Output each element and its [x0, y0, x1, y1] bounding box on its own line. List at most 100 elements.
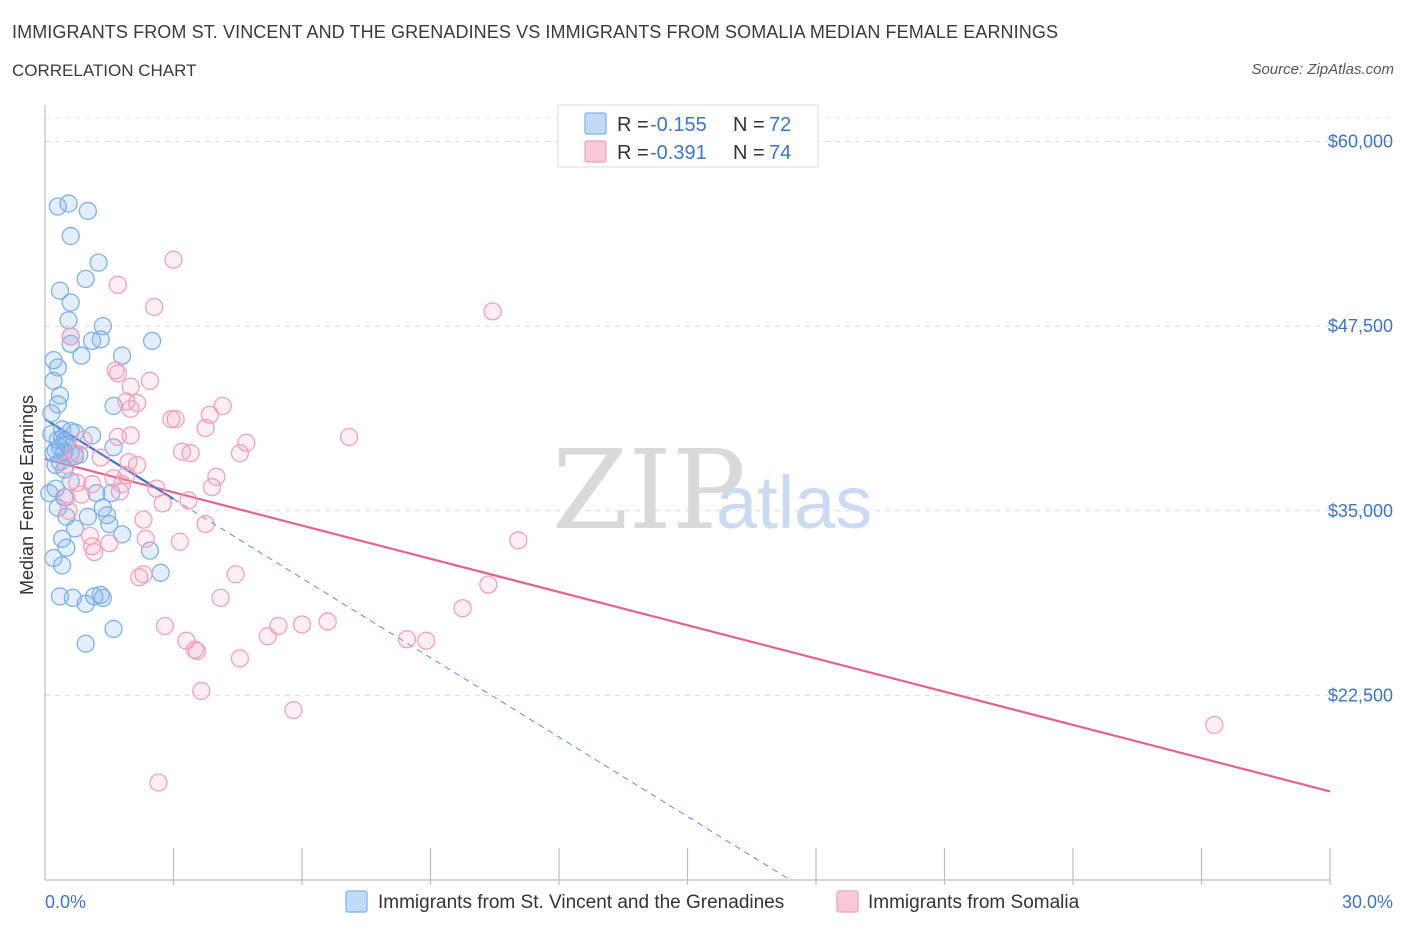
point-somalia — [108, 364, 127, 383]
point-somalia — [479, 575, 498, 594]
point-somalia — [202, 477, 222, 497]
point-somalia — [284, 701, 303, 720]
series-swatch-stvincent — [345, 890, 368, 913]
point-somalia — [121, 399, 140, 419]
point-somalia — [453, 599, 472, 618]
series-legend: Immigrants from St. Vincent and the Gren… — [345, 890, 1080, 913]
point-somalia — [145, 297, 164, 317]
point-somalia — [72, 485, 91, 504]
point-somalia — [108, 427, 127, 447]
point-somalia — [57, 488, 76, 507]
point-stvincent — [61, 334, 80, 354]
point-stvincent — [52, 556, 72, 575]
point-stvincent — [82, 426, 102, 445]
point-stvincent — [82, 331, 102, 351]
point-stvincent — [89, 253, 108, 272]
point-somalia — [397, 630, 417, 649]
point-somalia — [230, 444, 250, 463]
point-somalia — [181, 444, 200, 463]
point-somalia — [179, 491, 198, 510]
legend-n-label-1: N = — [733, 114, 765, 136]
axes — [44, 105, 1331, 885]
point-somalia — [155, 616, 175, 636]
point-stvincent — [78, 507, 97, 526]
point-somalia — [509, 531, 528, 550]
legend-n-value-1: 72 — [769, 114, 791, 136]
point-stvincent — [50, 281, 70, 300]
legend-r-value-2: -0.391 — [650, 142, 707, 164]
point-stvincent — [65, 519, 85, 538]
point-somalia — [162, 410, 181, 429]
point-somalia — [108, 275, 127, 294]
series-label-somalia: Immigrants from Somalia — [868, 892, 1080, 913]
data-points — [40, 194, 1224, 792]
point-somalia — [226, 565, 245, 584]
point-somalia — [121, 377, 140, 396]
legend-n-label-2: N = — [733, 142, 765, 164]
point-somalia — [134, 510, 153, 529]
point-somalia — [166, 410, 185, 429]
legend-r-label-1: R = — [617, 114, 649, 136]
point-stvincent — [100, 514, 119, 534]
point-somalia — [196, 514, 215, 534]
point-somalia — [318, 612, 337, 631]
correlation-legend: R = -0.155 N = 72 R = -0.391 N = 74 — [557, 104, 819, 168]
point-stvincent — [104, 438, 123, 457]
y-tick-label: $60,000 — [1328, 132, 1393, 152]
point-somalia — [187, 641, 207, 661]
point-somalia — [1205, 715, 1224, 735]
point-stvincent — [142, 331, 162, 351]
legend-r-value-1: -0.155 — [650, 114, 707, 136]
y-tick-label: $35,000 — [1328, 501, 1393, 521]
y-tick-labels: $22,500 $35,000 $47,500 $60,000 — [1328, 132, 1393, 706]
source-credit: Source: ZipAtlas.com — [1251, 61, 1394, 78]
point-somalia — [153, 494, 172, 513]
point-stvincent — [104, 619, 123, 639]
point-somalia — [213, 396, 232, 416]
point-stvincent — [42, 424, 61, 444]
point-stvincent — [40, 483, 59, 503]
gridlines — [45, 117, 1395, 696]
point-somalia — [130, 568, 149, 587]
point-stvincent — [57, 538, 76, 557]
trend-somalia — [44, 458, 1331, 793]
series-label-stvincent: Immigrants from St. Vincent and the Gren… — [378, 892, 784, 913]
point-somalia — [483, 302, 502, 321]
point-stvincent — [76, 634, 95, 653]
y-tick-label: $47,500 — [1328, 316, 1393, 336]
y-tick-label: $22,500 — [1328, 685, 1393, 705]
point-stvincent — [151, 563, 170, 582]
point-somalia — [164, 250, 183, 269]
point-stvincent — [93, 588, 112, 608]
point-somalia — [85, 542, 104, 562]
point-somalia — [140, 371, 160, 390]
point-somalia — [170, 532, 190, 551]
legend-swatch-blue — [584, 112, 607, 135]
point-somalia — [57, 455, 76, 475]
point-somalia — [106, 361, 125, 380]
point-somalia — [91, 448, 110, 467]
point-somalia — [292, 615, 312, 634]
point-somalia — [207, 467, 226, 486]
point-somalia — [258, 627, 277, 646]
point-stvincent — [140, 541, 160, 560]
x-tick-max: 30.0% — [1342, 892, 1393, 912]
point-stvincent — [93, 317, 112, 336]
point-stvincent — [78, 201, 97, 221]
x-tick-min: 0.0% — [45, 892, 86, 912]
point-somalia — [339, 427, 359, 447]
point-somalia — [110, 482, 130, 501]
point-somalia — [136, 529, 155, 548]
point-stvincent — [112, 525, 132, 544]
trend-stvincent-extrapolated — [173, 498, 791, 881]
point-somalia — [67, 473, 87, 492]
point-somalia — [74, 430, 93, 450]
point-stvincent — [61, 226, 80, 246]
point-somalia — [417, 631, 436, 650]
point-stvincent — [59, 194, 78, 213]
point-stvincent — [46, 455, 65, 475]
point-stvincent — [42, 404, 61, 423]
chart-subtitle: CORRELATION CHART — [12, 61, 197, 80]
point-somalia — [237, 433, 256, 452]
